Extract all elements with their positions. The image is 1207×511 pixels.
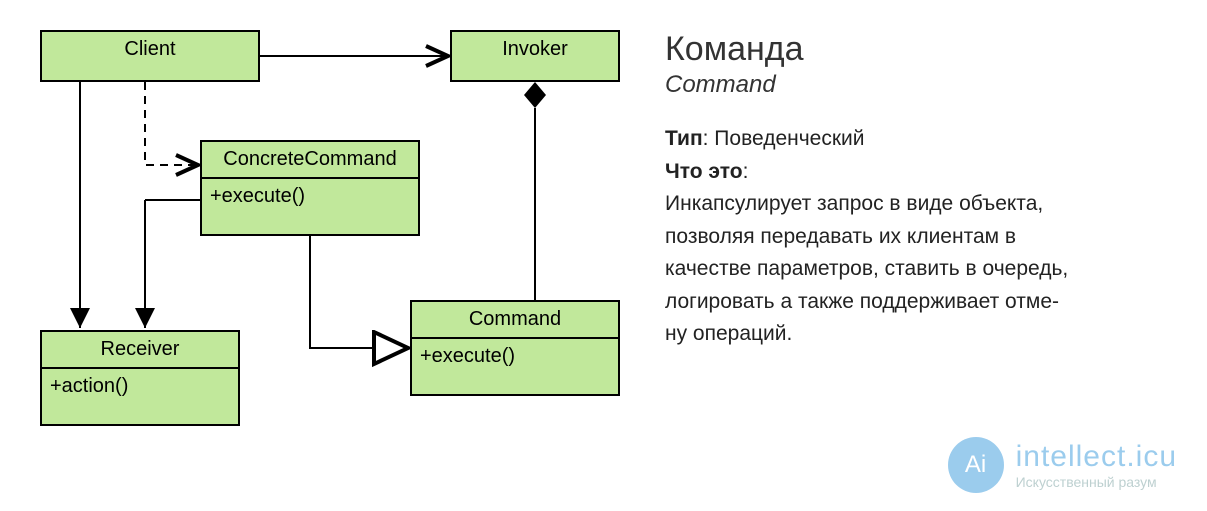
type-label: Тип bbox=[665, 127, 703, 150]
edge-concrete-command bbox=[310, 236, 408, 348]
description-panel: Команда Command Тип: Поведенческий Что э… bbox=[665, 30, 1185, 351]
node-command: Command +execute() bbox=[410, 300, 620, 396]
diamond-invoker bbox=[524, 82, 546, 108]
watermark: Ai intellect.icu Искусственный разум bbox=[948, 437, 1177, 493]
node-receiver: Receiver +action() bbox=[40, 330, 240, 426]
what-colon: : bbox=[743, 160, 749, 183]
desc-1: Инкапсулирует запрос в виде объекта, bbox=[665, 188, 1185, 221]
node-client: Client bbox=[40, 30, 260, 82]
desc-4: логировать а также поддерживает отме- bbox=[665, 286, 1185, 319]
edge-client-concrete bbox=[145, 82, 198, 165]
node-receiver-label: Receiver bbox=[42, 332, 238, 369]
node-client-label: Client bbox=[42, 32, 258, 67]
node-concrete-label: ConcreteCommand bbox=[202, 142, 418, 179]
node-command-method: +execute() bbox=[412, 339, 618, 374]
desc-2: позволяя передавать их клиентам в bbox=[665, 221, 1185, 254]
node-invoker: Invoker bbox=[450, 30, 620, 82]
type-value: : Поведенческий bbox=[703, 127, 865, 150]
watermark-brand: intellect.icu bbox=[1016, 440, 1177, 474]
pattern-title-ru: Команда bbox=[665, 30, 1185, 69]
uml-diagram: Client Invoker ConcreteCommand +execute(… bbox=[0, 0, 650, 510]
pattern-title-en: Command bbox=[665, 71, 1185, 99]
node-concrete-method: +execute() bbox=[202, 179, 418, 214]
what-line: Что это: bbox=[665, 156, 1185, 189]
what-label: Что это bbox=[665, 160, 743, 183]
node-concrete: ConcreteCommand +execute() bbox=[200, 140, 420, 236]
desc-5: ну операций. bbox=[665, 318, 1185, 351]
node-receiver-method: +action() bbox=[42, 369, 238, 404]
watermark-tagline: Искусственный разум bbox=[1016, 474, 1177, 490]
watermark-logo-icon: Ai bbox=[948, 437, 1004, 493]
node-command-label: Command bbox=[412, 302, 618, 339]
node-invoker-label: Invoker bbox=[452, 32, 618, 67]
watermark-text: intellect.icu Искусственный разум bbox=[1016, 440, 1177, 490]
desc-3: качестве параметров, ставить в очередь, bbox=[665, 253, 1185, 286]
type-line: Тип: Поведенческий bbox=[665, 123, 1185, 156]
